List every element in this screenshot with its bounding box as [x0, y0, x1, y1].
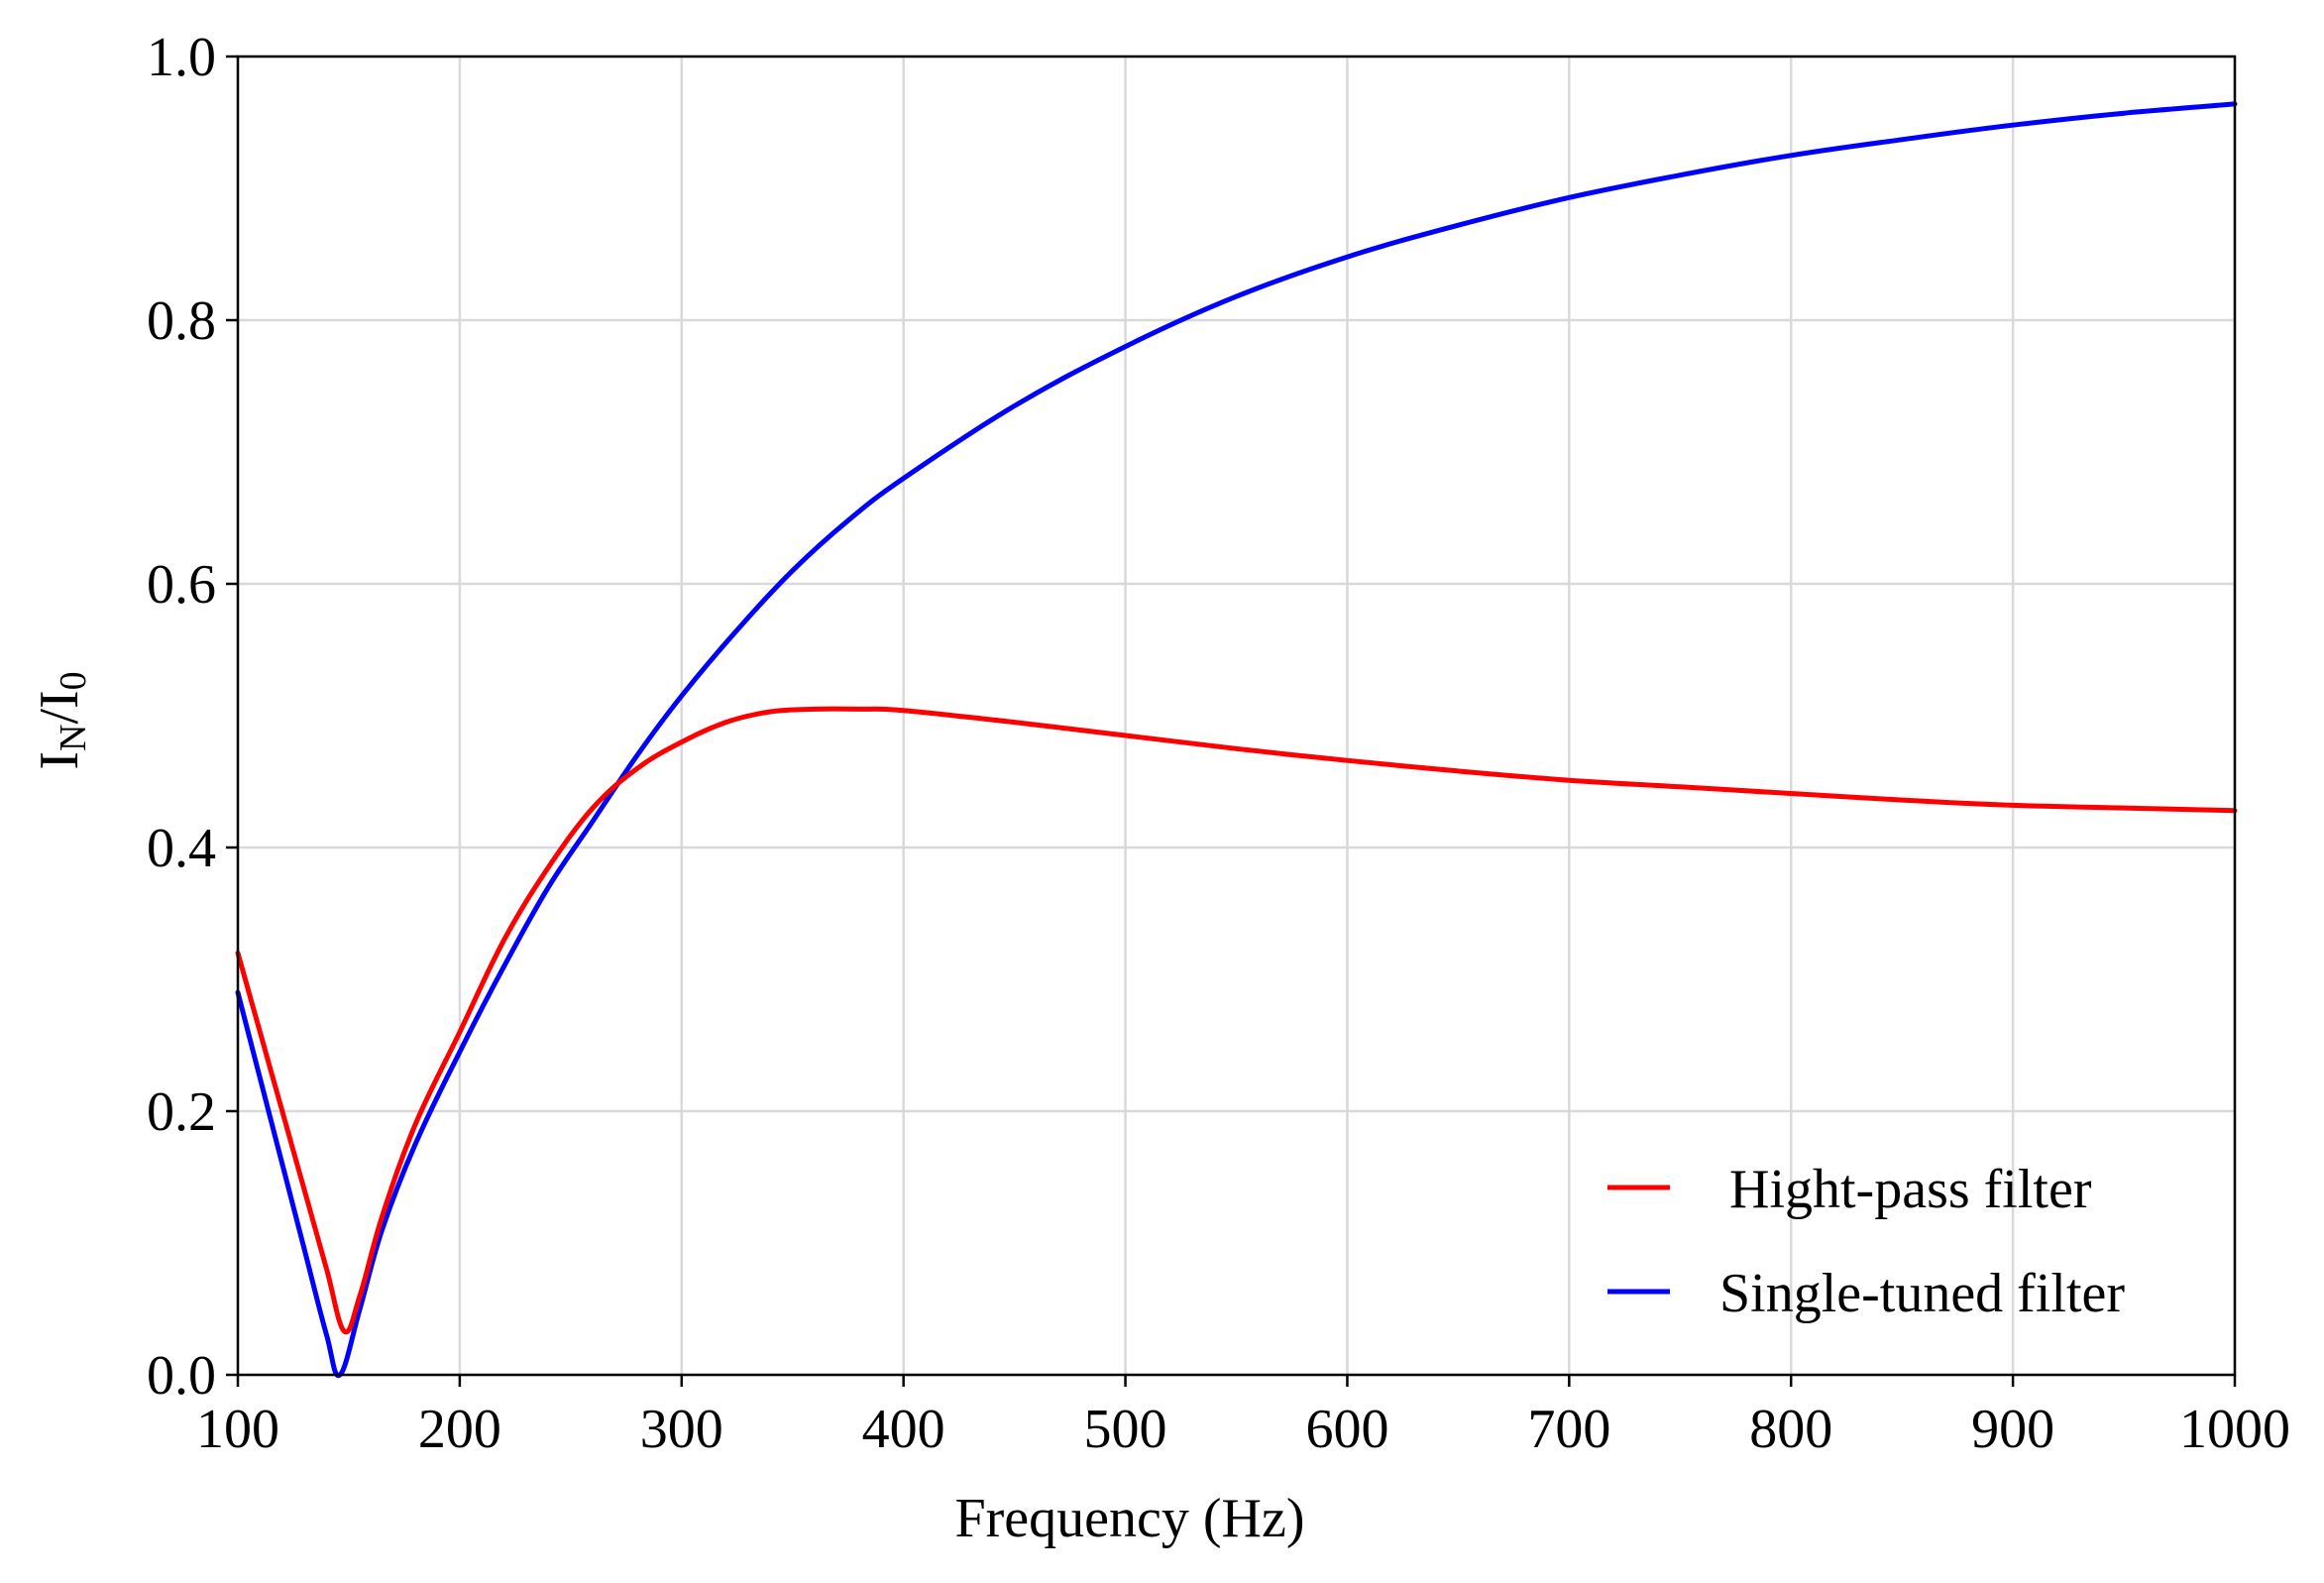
- y-axis-title: IN/I0: [29, 671, 94, 769]
- y-tick-label: 0.4: [147, 818, 216, 879]
- x-tick-label: 400: [862, 1399, 945, 1460]
- y-tick-labels: 0.0 0.2 0.4 0.6 0.8 1.0: [147, 27, 216, 1407]
- x-tick-labels: 100 200 300 400 500 600 700 800 900 1000: [196, 1399, 2290, 1460]
- x-tick-label: 1000: [2179, 1399, 2290, 1460]
- series-line-hight-pass: [235, 706, 2238, 1335]
- series-layer: [235, 101, 2238, 1379]
- x-tick-label: 900: [1971, 1399, 2054, 1460]
- plot-frame: [236, 55, 2237, 1377]
- legend-label-single-tuned: Single-tuned filter: [1719, 1263, 2125, 1324]
- x-tick-label: 500: [1084, 1399, 1167, 1460]
- y-tick-label: 1.0: [147, 27, 216, 88]
- y-tick-label: 0.8: [147, 290, 216, 352]
- x-tick-label: 600: [1305, 1399, 1388, 1460]
- x-tick-label: 700: [1527, 1399, 1610, 1460]
- legend-label-hight-pass: Hight-pass filter: [1729, 1159, 2092, 1220]
- tick-marks: [226, 55, 2237, 1387]
- series-line-single-tuned: [235, 101, 2238, 1379]
- x-tick-label: 100: [196, 1399, 279, 1460]
- x-tick-label: 800: [1749, 1399, 1832, 1460]
- y-tick-label: 0.0: [147, 1345, 216, 1407]
- y-tick-label: 0.6: [147, 554, 216, 616]
- x-axis-title: Frequency (Hz): [955, 1488, 1305, 1549]
- x-tick-label: 200: [418, 1399, 501, 1460]
- x-tick-label: 300: [640, 1399, 723, 1460]
- y-tick-label: 0.2: [147, 1081, 216, 1143]
- legend: Hight-pass filter Single-tuned filter: [1607, 1159, 2125, 1324]
